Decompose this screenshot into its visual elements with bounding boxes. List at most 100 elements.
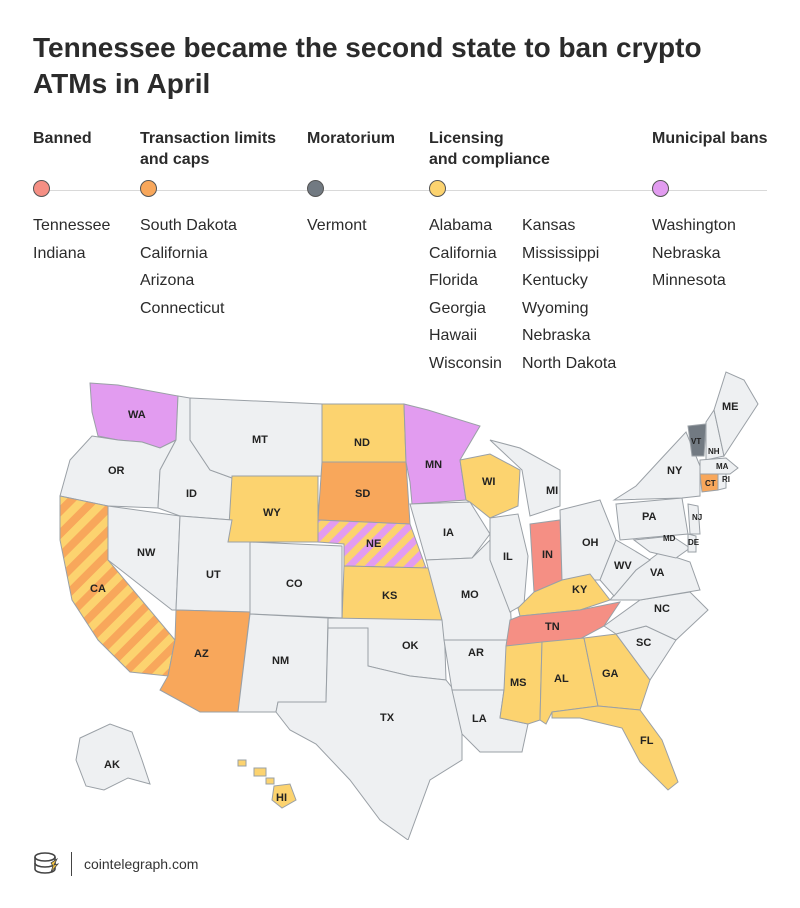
label-ne: NE: [366, 538, 381, 550]
label-nc: NC: [654, 603, 670, 615]
state-mo: [425, 539, 513, 641]
state-name: Mississippi: [522, 244, 600, 262]
label-nd: ND: [354, 437, 370, 449]
label-mt: MT: [252, 434, 268, 446]
label-nj: NJ: [692, 513, 702, 522]
label-ut: UT: [206, 569, 221, 581]
legend-limits-title-line1: Transaction limits: [140, 130, 277, 147]
us-map: WA OR CA NW ID MT WY UT AZ CO NM ND SD N…: [59, 371, 759, 840]
label-ct: CT: [705, 479, 716, 488]
legend: Banned Tennessee Indiana Transaction lim…: [0, 128, 800, 378]
label-ga: GA: [602, 668, 619, 680]
legend-licensing-title-line2: and compliance: [429, 151, 550, 168]
label-va: VA: [650, 567, 665, 579]
label-nm: NM: [272, 655, 289, 667]
legend-limits-dot: [140, 180, 157, 197]
label-ok: OK: [402, 640, 419, 652]
state-name: Kansas: [522, 217, 576, 234]
label-wv: WV: [614, 560, 632, 572]
state-fl: [551, 705, 679, 791]
footer-divider: [71, 852, 72, 876]
label-tn: TN: [545, 621, 560, 633]
state-name: Connecticut: [140, 299, 225, 317]
legend-licensing-states-col2: Kansas Mississippi Kentucky Wyoming Nebr…: [522, 212, 616, 378]
state-vt: [687, 423, 707, 457]
label-md: MD: [663, 534, 676, 543]
legend-licensing-dot: [429, 180, 446, 197]
label-sd: SD: [355, 488, 370, 500]
legend-municipal-states: Washington Nebraska Minnesota: [652, 212, 736, 295]
label-mn: MN: [425, 459, 442, 471]
label-ri: RI: [722, 475, 730, 484]
state-ri: [717, 473, 727, 491]
legend-moratorium: Moratorium: [307, 128, 395, 149]
state-wi: [459, 453, 521, 519]
label-hi: HI: [276, 792, 287, 804]
state-tx: [275, 627, 463, 840]
state-name: Nebraska: [522, 327, 591, 345]
state-md: [632, 535, 691, 559]
label-ms: MS: [510, 677, 527, 689]
label-co: CO: [286, 578, 303, 590]
state-name: Hawaii: [429, 327, 478, 345]
legend-licensing-title-line1: Licensing: [429, 130, 504, 147]
legend-licensing: Licensing and compliance: [429, 128, 550, 170]
state-ga: [583, 633, 651, 711]
state-nw: [107, 505, 181, 611]
legend-limits: Transaction limits and caps: [140, 128, 276, 170]
state-name: Minnesota: [652, 272, 726, 290]
label-wa: WA: [128, 409, 146, 421]
legend-moratorium-dot: [307, 180, 324, 197]
state-name: Florida: [429, 272, 478, 290]
label-id: ID: [186, 488, 197, 500]
label-oh: OH: [582, 537, 599, 549]
state-name: Indiana: [33, 244, 86, 262]
label-de: DE: [688, 538, 700, 547]
state-mi: [489, 439, 561, 517]
label-ak: AK: [104, 759, 120, 771]
state-az: [159, 609, 251, 713]
state-name: California: [140, 244, 208, 262]
legend-municipal-dot: [652, 180, 669, 197]
state-name: Vermont: [307, 217, 367, 234]
label-ks: KS: [382, 590, 397, 602]
label-ca: CA: [90, 583, 106, 595]
label-ny: NY: [667, 465, 683, 477]
label-sc: SC: [636, 637, 651, 649]
state-ny: [612, 431, 701, 501]
state-ak: [75, 723, 151, 791]
label-ia: IA: [443, 527, 454, 539]
state-hi: [271, 783, 297, 809]
state-name: Alabama: [429, 217, 493, 234]
state-nj: [687, 503, 701, 535]
state-hi-small-2: [253, 767, 267, 777]
label-ky: KY: [572, 584, 588, 596]
legend-municipal-title: Municipal bans: [652, 130, 768, 147]
legend-banned-dot: [33, 180, 50, 197]
label-fl: FL: [640, 735, 654, 747]
state-name: Kentucky: [522, 272, 588, 290]
label-mi: MI: [546, 485, 558, 497]
legend-moratorium-states: Vermont: [307, 212, 367, 240]
cointelegraph-coin-logo-icon: [34, 852, 60, 874]
state-name: Washington: [652, 217, 736, 234]
site-link[interactable]: cointelegraph.com: [84, 856, 199, 872]
state-ia: [409, 501, 491, 561]
legend-banned-states: Tennessee Indiana: [33, 212, 110, 267]
state-name: Arizona: [140, 272, 195, 290]
legend-limits-states: South Dakota California Arizona Connecti…: [140, 212, 237, 322]
state-pa: [615, 497, 689, 541]
label-mo: MO: [461, 589, 479, 601]
state-hi-small-3: [265, 777, 275, 785]
label-ar: AR: [468, 647, 484, 659]
label-wi: WI: [482, 476, 495, 488]
state-hi-small-1: [237, 759, 247, 767]
label-or: OR: [108, 465, 125, 477]
legend-moratorium-title: Moratorium: [307, 130, 395, 147]
legend-licensing-states-col1: Alabama California Florida Georgia Hawai…: [429, 212, 502, 378]
legend-banned-title: Banned: [33, 130, 92, 147]
legend-timeline: [33, 190, 767, 191]
footer: cointelegraph.com: [33, 850, 198, 878]
state-name: Wyoming: [522, 299, 589, 317]
legend-banned: Banned: [33, 128, 92, 149]
